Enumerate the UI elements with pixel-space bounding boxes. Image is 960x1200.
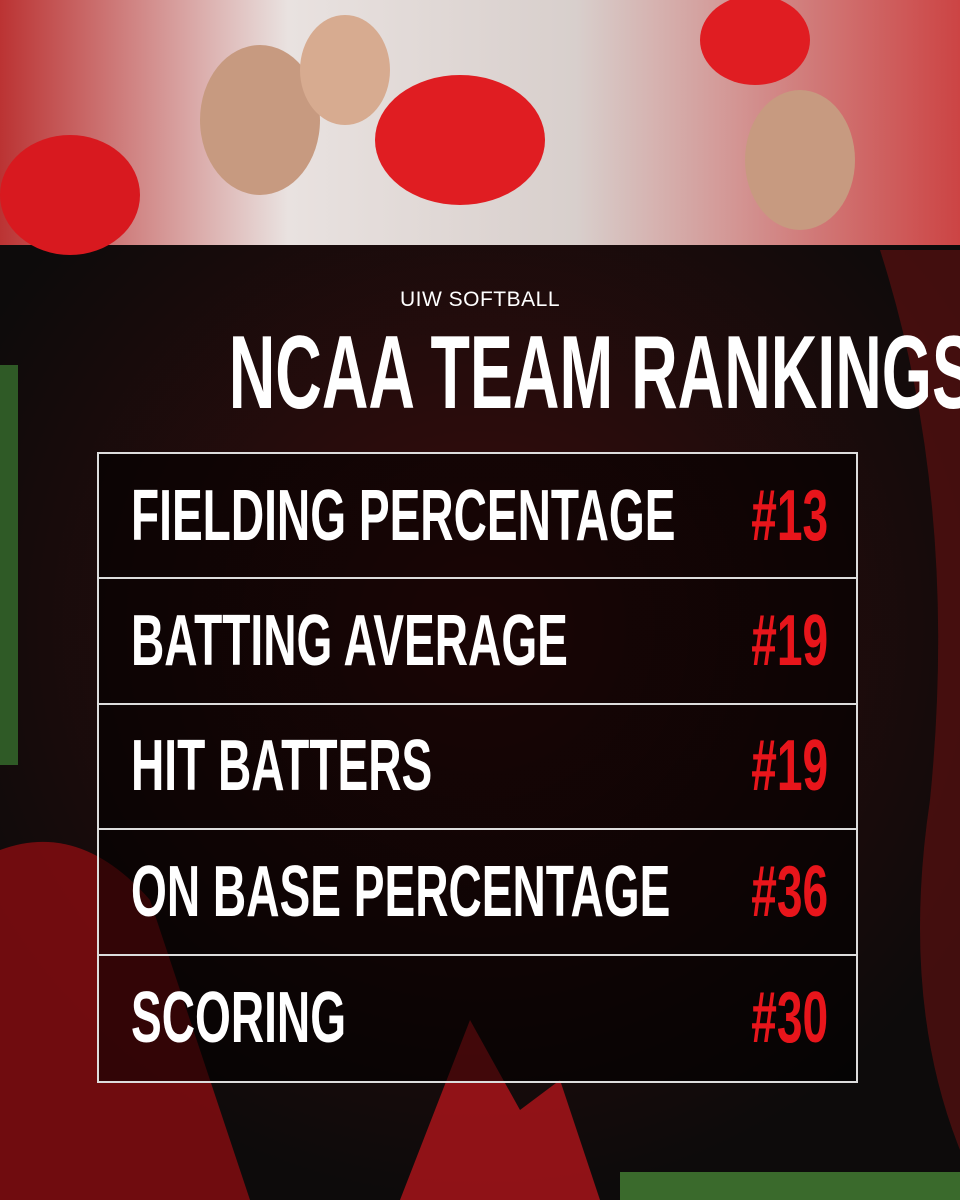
stat-rank: #13 — [751, 475, 828, 556]
grass-edge — [620, 1172, 960, 1200]
stat-label: FIELDING PERCENTAGE — [131, 475, 676, 556]
face — [200, 45, 320, 195]
face — [300, 15, 390, 125]
ranking-row: BATTING AVERAGE #19 — [99, 579, 856, 705]
ranking-row: ON BASE PERCENTAGE #36 — [99, 830, 856, 956]
stat-rank: #19 — [751, 726, 828, 807]
stat-label: BATTING AVERAGE — [131, 601, 568, 682]
stat-label: SCORING — [131, 978, 347, 1059]
title: NCAA TEAM RANKINGS — [0, 318, 960, 428]
ranking-row: FIELDING PERCENTAGE #13 — [99, 454, 856, 580]
grass-edge — [0, 365, 18, 765]
kicker: UIW SOFTBALL — [399, 288, 561, 311]
title-text: NCAA TEAM RANKINGS — [228, 315, 960, 431]
helmet — [700, 0, 810, 85]
stat-rank: #36 — [751, 851, 828, 932]
stat-label: ON BASE PERCENTAGE — [131, 851, 671, 932]
rankings-table: FIELDING PERCENTAGE #13 BATTING AVERAGE #19… — [97, 452, 858, 1083]
stat-rank: #19 — [751, 601, 828, 682]
texture — [880, 250, 960, 1150]
stat-label: HIT BATTERS — [131, 726, 433, 807]
helmet — [0, 135, 140, 255]
tree — [400, 1020, 600, 1200]
stat-rank: #30 — [751, 978, 828, 1059]
ranking-row: SCORING #30 — [99, 956, 856, 1081]
face — [745, 90, 855, 230]
helmet — [375, 75, 545, 205]
ranking-row: HIT BATTERS #19 — [99, 705, 856, 831]
